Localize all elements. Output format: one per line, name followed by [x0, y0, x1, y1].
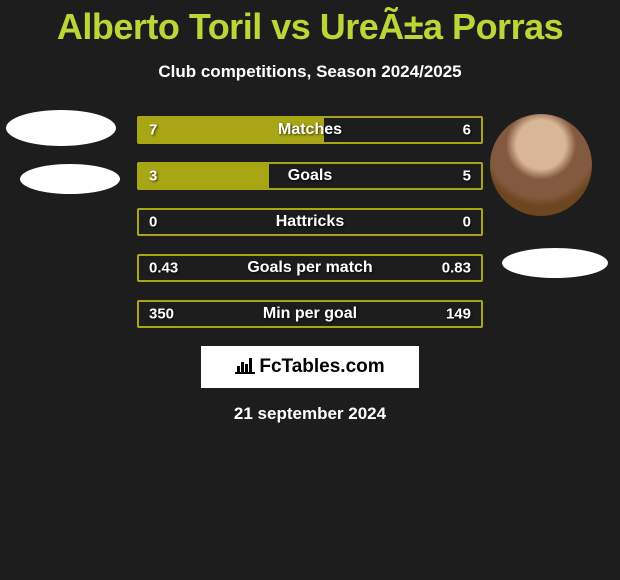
stat-value-right: 6: [463, 122, 471, 139]
stat-value-right: 0: [463, 214, 471, 231]
stat-row: 0.43Goals per match0.83: [137, 254, 483, 282]
stat-row: 350Min per goal149: [137, 300, 483, 328]
stat-label: Hattricks: [139, 213, 481, 231]
stat-row: 3Goals5: [137, 162, 483, 190]
chart-icon: [235, 356, 255, 379]
player-right-shadow: [502, 248, 608, 278]
stat-value-right: 0.83: [442, 260, 471, 277]
stat-value-right: 149: [446, 306, 471, 323]
stat-label: Goals per match: [139, 259, 481, 277]
page-title: Alberto Toril vs UreÃ±a Porras: [0, 6, 620, 48]
chart-area: 7Matches6 3Goals5 0Hattricks0 0.43Goals per…: [0, 116, 620, 424]
stat-row: 0Hattricks0: [137, 208, 483, 236]
stat-value-right: 5: [463, 168, 471, 185]
branding-text: FcTables.com: [259, 356, 384, 378]
stat-bars: 7Matches6 3Goals5 0Hattricks0 0.43Goals per…: [137, 116, 483, 328]
stat-label: Min per goal: [139, 305, 481, 323]
branding-badge: FcTables.com: [201, 346, 419, 388]
player-right-avatar: [490, 114, 592, 216]
subtitle: Club competitions, Season 2024/2025: [0, 62, 620, 82]
player-left-avatar: [6, 110, 116, 146]
player-left-shadow: [20, 164, 120, 194]
stat-row: 7Matches6: [137, 116, 483, 144]
stat-label: Matches: [139, 121, 481, 139]
stat-label: Goals: [139, 167, 481, 185]
date-label: 21 september 2024: [0, 404, 620, 424]
comparison-card: Alberto Toril vs UreÃ±a Porras Club comp…: [0, 0, 620, 424]
